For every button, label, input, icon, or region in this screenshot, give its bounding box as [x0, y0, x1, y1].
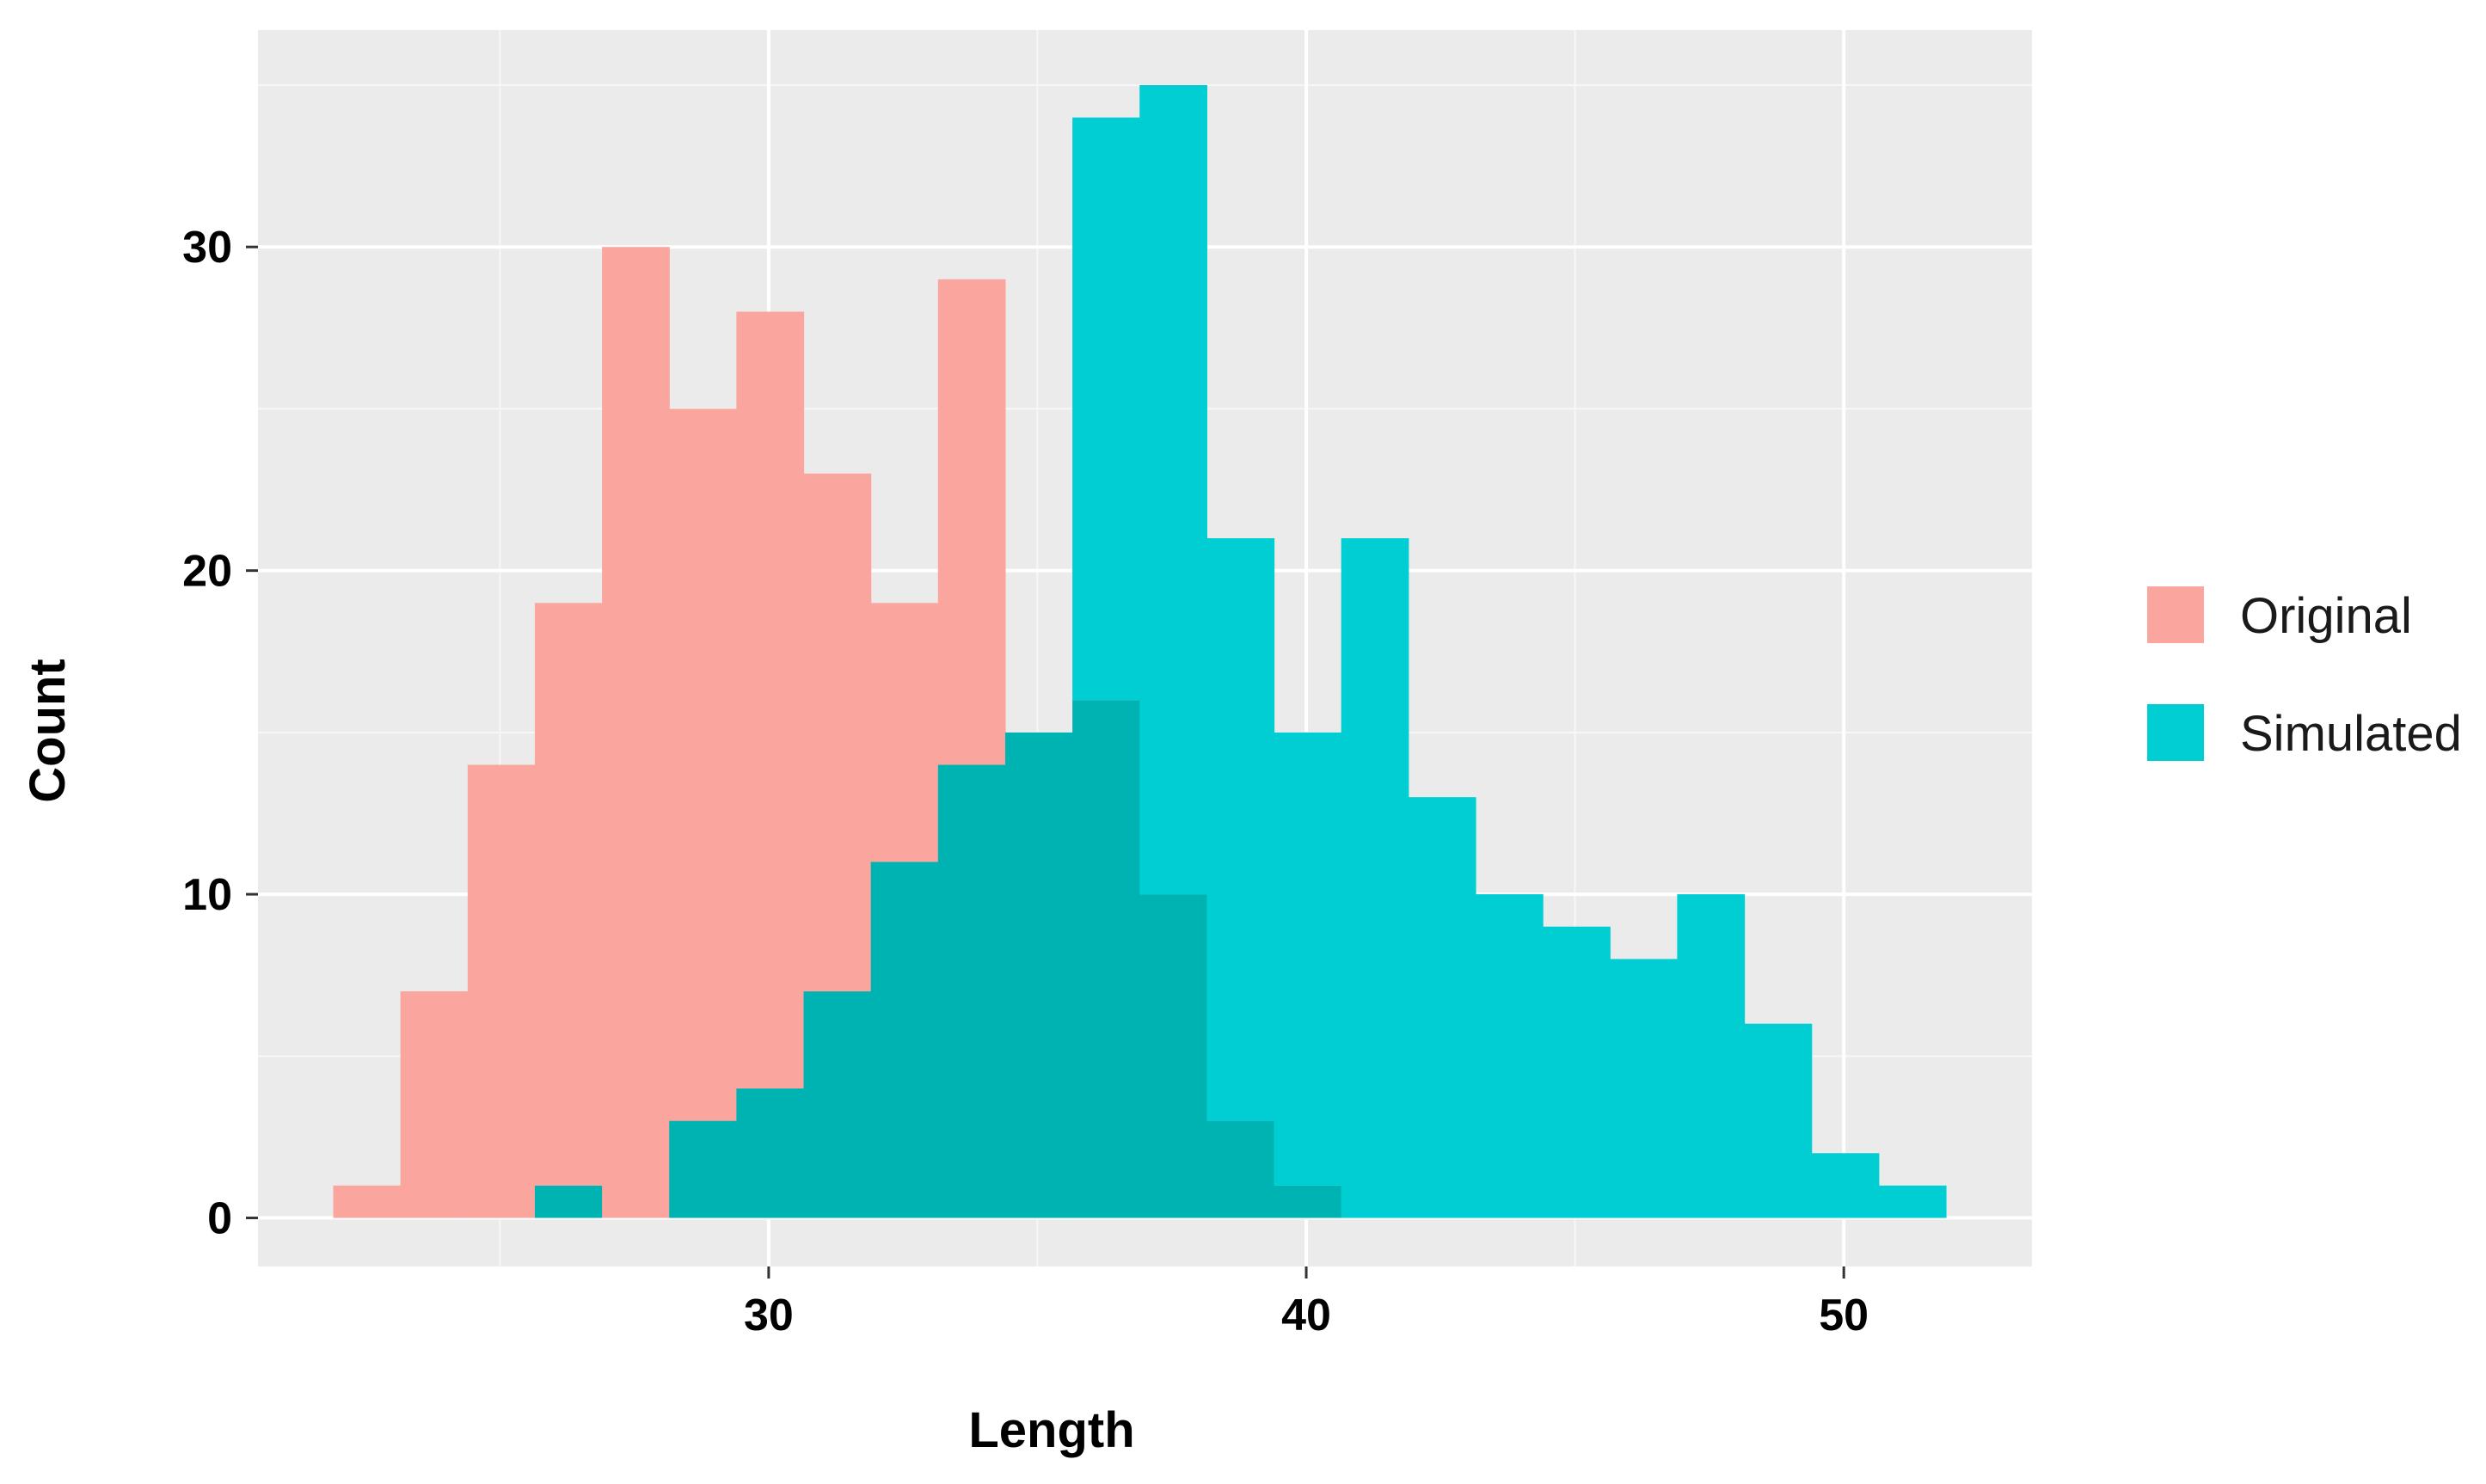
bar-original — [333, 1185, 402, 1218]
x-tick-label: 50 — [1819, 1291, 1869, 1340]
x-tick-labels: 30 40 50 — [744, 1291, 1869, 1340]
bar-overlap — [736, 1088, 805, 1218]
bar-simulated — [1408, 797, 1476, 1218]
x-tick-label: 30 — [744, 1291, 794, 1340]
bar-original — [870, 603, 939, 862]
bar-original — [669, 408, 737, 1121]
bar-original — [803, 473, 872, 992]
bar-overlap — [803, 991, 872, 1218]
histogram-bars — [333, 84, 1947, 1218]
bar-original — [467, 764, 536, 1218]
legend-key-original — [2147, 586, 2204, 643]
bar-overlap — [1206, 1120, 1275, 1218]
bar-original — [602, 247, 670, 1218]
bar-simulated — [1139, 84, 1207, 895]
bar-overlap — [534, 1185, 603, 1218]
bar-overlap — [669, 1120, 737, 1218]
bar-simulated — [1475, 894, 1544, 1218]
bar-simulated — [1677, 894, 1746, 1218]
bar-overlap — [1274, 1185, 1342, 1218]
bar-simulated — [1072, 117, 1140, 701]
y-tick-label: 10 — [182, 870, 232, 920]
bar-simulated — [1610, 959, 1678, 1218]
y-tick-label: 0 — [207, 1194, 232, 1244]
legend: Original Simulated — [2147, 586, 2462, 762]
bar-original — [937, 279, 1006, 765]
x-tick-label: 40 — [1281, 1291, 1331, 1340]
bar-original — [736, 311, 805, 1088]
y-tick-labels: 0 10 20 30 — [182, 223, 232, 1243]
y-tick-label: 30 — [182, 223, 232, 273]
bar-simulated — [1206, 538, 1275, 1121]
bar-simulated — [1744, 1023, 1813, 1218]
legend-key-simulated — [2147, 704, 2204, 761]
y-tick-label: 20 — [182, 547, 232, 597]
bar-original — [400, 991, 469, 1218]
y-axis-title: Count — [20, 659, 76, 803]
bar-overlap — [937, 764, 1006, 1218]
bar-simulated — [1543, 926, 1611, 1218]
bar-overlap — [1139, 894, 1207, 1218]
legend-label-simulated: Simulated — [2240, 706, 2462, 762]
bar-simulated — [1811, 1153, 1880, 1218]
bar-overlap — [1004, 732, 1073, 1218]
bar-overlap — [1072, 700, 1140, 1218]
axis-ticks — [246, 245, 1845, 1279]
x-axis-title: Length — [968, 1402, 1134, 1458]
bar-overlap — [870, 862, 939, 1218]
bar-simulated — [1878, 1185, 1947, 1218]
bar-simulated — [1341, 538, 1409, 1218]
bar-original — [534, 603, 603, 1186]
legend-label-original: Original — [2240, 588, 2412, 644]
bar-simulated — [1274, 732, 1342, 1186]
